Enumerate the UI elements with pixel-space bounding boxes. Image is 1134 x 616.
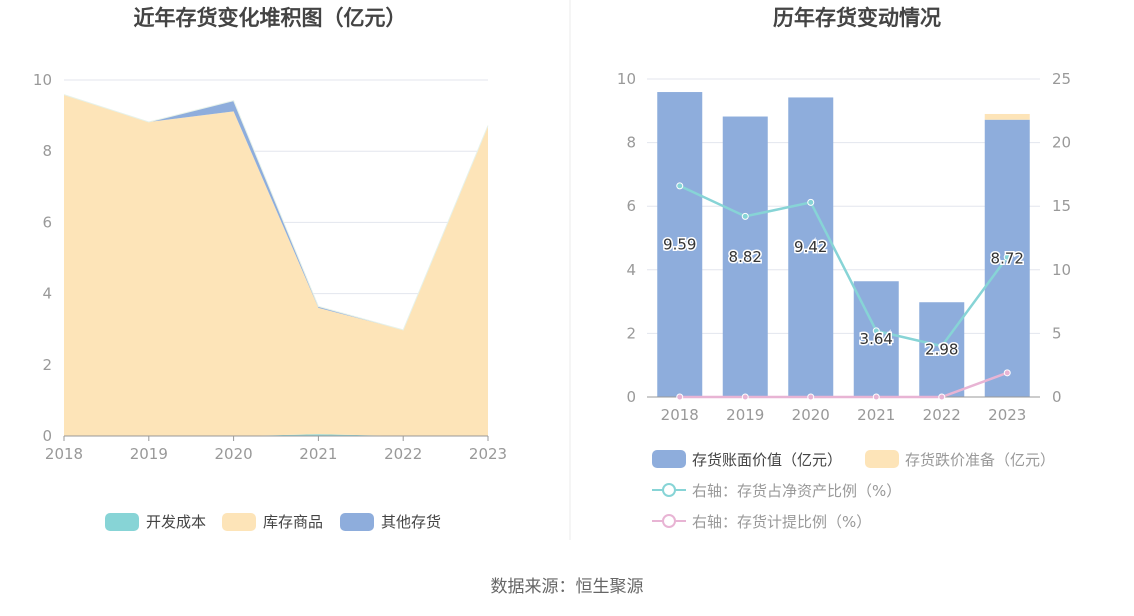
y-left-tick-label: 10 xyxy=(617,70,636,88)
line-series xyxy=(679,371,1008,399)
y-left-tick-label: 8 xyxy=(626,134,636,152)
legend-label: 库存商品 xyxy=(263,513,323,531)
y-tick-label: 10 xyxy=(33,71,52,89)
x-tick-label: 2022 xyxy=(923,406,961,424)
bar-value-label: 9.59 xyxy=(663,236,696,254)
legend-item: 存货账面价值（亿元） xyxy=(652,450,842,469)
y-right-tick-label: 25 xyxy=(1052,70,1071,88)
legend-item: 库存商品 xyxy=(222,513,323,531)
y-tick-label: 2 xyxy=(42,356,52,374)
right-chart-title: 历年存货变动情况 xyxy=(773,6,941,30)
line-point xyxy=(676,393,684,401)
legend-label: 存货账面价值（亿元） xyxy=(692,451,842,469)
line-point xyxy=(741,393,749,401)
y-right-tick-label: 15 xyxy=(1052,197,1071,215)
legend-marker xyxy=(662,514,676,528)
bar xyxy=(788,97,834,397)
legend-swatch xyxy=(652,450,686,468)
y-left-tick-label: 6 xyxy=(626,197,636,215)
legend-label: 其他存货 xyxy=(381,513,441,531)
bar xyxy=(984,113,1030,120)
legend-item: 开发成本 xyxy=(105,513,206,531)
data-source-footer: 数据来源：恒生聚源 xyxy=(490,577,644,597)
legend-item: 存货跌价准备（亿元） xyxy=(865,450,1055,469)
legend-label: 右轴：存货计提比例（%） xyxy=(692,513,871,531)
x-tick-label: 2019 xyxy=(726,406,764,424)
y-right-tick-label: 10 xyxy=(1052,261,1071,279)
legend-item: 右轴：存货占净资产比例（%） xyxy=(652,482,901,500)
line-point xyxy=(1003,369,1011,377)
legend-swatch xyxy=(222,513,256,531)
bar-value-label: 8.82 xyxy=(729,248,762,266)
y-tick-label: 6 xyxy=(42,213,52,231)
legend-item: 其他存货 xyxy=(340,513,441,531)
legend-marker xyxy=(662,483,676,497)
legend-swatch xyxy=(340,513,374,531)
legend-swatch xyxy=(105,513,139,531)
x-tick-label: 2021 xyxy=(857,406,895,424)
y-left-tick-label: 4 xyxy=(626,261,636,279)
line-point xyxy=(872,393,880,401)
y-tick-label: 8 xyxy=(42,142,52,160)
line-point xyxy=(938,393,946,401)
left-chart-title: 近年存货变化堆积图（亿元） xyxy=(134,6,407,30)
legend-swatch xyxy=(865,450,899,468)
line-point xyxy=(676,182,684,190)
y-left-tick-label: 0 xyxy=(626,388,636,406)
line-point xyxy=(1003,253,1011,261)
line-point xyxy=(938,342,946,350)
line-point xyxy=(807,198,815,206)
y-right-tick-label: 20 xyxy=(1052,134,1071,152)
bar-value-label: 9.42 xyxy=(794,238,827,256)
legend-label: 开发成本 xyxy=(146,513,206,531)
y-tick-label: 0 xyxy=(42,427,52,445)
x-tick-label: 2018 xyxy=(45,445,83,463)
x-tick-label: 2020 xyxy=(215,445,253,463)
x-tick-label: 2021 xyxy=(299,445,337,463)
x-tick-label: 2023 xyxy=(988,406,1026,424)
bar-value-label: 8.72 xyxy=(991,249,1024,267)
legend-label: 右轴：存货占净资产比例（%） xyxy=(692,482,901,500)
y-left-tick-label: 2 xyxy=(626,324,636,342)
area-top-edge xyxy=(63,94,489,331)
line-point xyxy=(741,212,749,220)
x-tick-label: 2022 xyxy=(384,445,422,463)
y-tick-label: 4 xyxy=(42,285,52,303)
x-tick-label: 2018 xyxy=(661,406,699,424)
left-area-chart: 0 2 4 6 8 10 2018 2019 2020 2021 2022 2023 开发成本 库存商品 其… xyxy=(33,71,507,531)
legend-item: 右轴：存货计提比例（%） xyxy=(652,513,871,531)
right-bar-line-chart: 0 2 4 6 8 10 0 5 10 15 20 25 2018 2019 2020 2021 2022 202… xyxy=(617,70,1071,531)
legend-label: 存货跌价准备（亿元） xyxy=(905,451,1055,469)
x-tick-label: 2023 xyxy=(469,445,507,463)
area-series xyxy=(64,94,488,436)
line-point xyxy=(807,393,815,401)
bar xyxy=(722,116,768,398)
x-tick-label: 2020 xyxy=(792,406,830,424)
y-right-tick-label: 0 xyxy=(1052,388,1062,406)
bar-value-label: 3.64 xyxy=(860,330,893,348)
x-tick-label: 2019 xyxy=(130,445,168,463)
y-right-tick-label: 5 xyxy=(1052,324,1062,342)
line-point xyxy=(872,327,880,335)
bar-value-label: 2.98 xyxy=(925,341,958,359)
line-series xyxy=(679,184,1009,348)
bar xyxy=(657,92,703,398)
